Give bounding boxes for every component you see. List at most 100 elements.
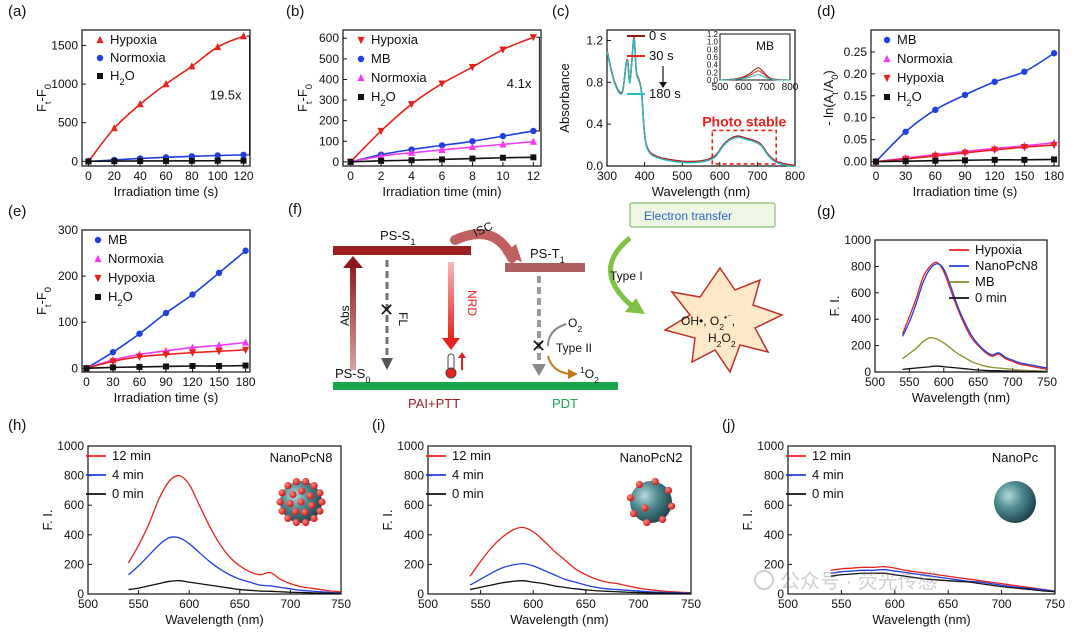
y-tick-label: 500: [319, 52, 339, 66]
x-tick-label: 700: [747, 169, 767, 183]
y-tick-label: 1000: [57, 439, 84, 453]
absorbance-inset: 500 600 700 800 0.00.20.40.60.81.01.2 MB: [707, 30, 799, 93]
y-tick-label: 0.4: [586, 117, 603, 131]
chart-panel-i: 500 550 600 650 700 750 0 200 400 600 800 1000 Wavel…: [372, 417, 701, 627]
legend-label: 0 min: [452, 486, 484, 501]
data-point: [438, 142, 446, 149]
y-tick-label: 0.00: [844, 155, 868, 169]
data-point: [242, 362, 249, 369]
y-tick-label: 800: [764, 469, 784, 483]
y-tick-label: 300: [58, 223, 78, 237]
x-tick-label: 8: [469, 169, 476, 183]
particle-dot: [276, 498, 284, 506]
spectrum-line: [901, 263, 1048, 369]
ros-line2: H2O2: [708, 331, 736, 349]
data-point: [902, 128, 909, 135]
y-axis-label: F. I.: [40, 510, 55, 531]
diagram-panel-f: (f) PS-S1 PS-T1 ISC PS-S0 Abs ✕ FL NRD ✕: [288, 201, 784, 411]
x-tick-label: 90: [159, 375, 173, 389]
data-point: [468, 142, 477, 151]
x-tick-label: 550: [129, 597, 149, 611]
x-tick-label: 600: [885, 597, 905, 611]
x-tick-label: 650: [968, 375, 988, 389]
legend-label: Hypoxia: [110, 32, 158, 47]
inset-spectrum: [719, 74, 791, 81]
particle-dot: [310, 481, 318, 490]
plot-frame: [606, 29, 796, 167]
particle-dot: [629, 510, 638, 518]
chart-panel-a: 0 20 40 60 80 100 120 0 500 1000 1500 Irradiation t…: [8, 3, 254, 199]
x-tick-label: 0: [347, 169, 354, 183]
data-point: [83, 365, 90, 372]
y-tick-label: 800: [64, 469, 84, 483]
legend-marker: [883, 54, 891, 63]
nrd-label: NRD: [465, 290, 479, 316]
data-point: [991, 146, 999, 154]
data-point: [215, 348, 223, 356]
x-tick-label: 80: [185, 169, 199, 183]
legend-label: Hypoxia: [975, 242, 1023, 257]
legend-label: 4 min: [112, 467, 144, 482]
abs-arrowhead: [343, 256, 363, 268]
y-tick-label: 0: [417, 587, 424, 601]
panel-label: (a): [8, 3, 26, 20]
spectrum-line: [901, 261, 1048, 370]
y-axis-label: - ln(At/A0): [821, 70, 840, 126]
data-point: [530, 154, 537, 161]
x-tick-label: 550: [471, 597, 491, 611]
y-axis-label: Ft-F0: [34, 84, 53, 112]
particle-dot: [297, 498, 305, 506]
y-axis-label: F. I.: [827, 296, 842, 317]
legend-label: 12 min: [112, 448, 151, 463]
particle-dot: [316, 507, 324, 515]
data-point: [1020, 144, 1028, 152]
x-tick-label: 700: [628, 597, 648, 611]
x-axis-label: Irradiation time (min): [382, 184, 501, 199]
x-tick-label: 6: [439, 169, 446, 183]
legend-label: 0 min: [812, 486, 844, 501]
particle-dot: [307, 501, 316, 509]
inset-y-tick-label: 1.0: [707, 38, 719, 47]
data-point: [162, 309, 170, 317]
nanoparticle-dotted-icon: [276, 477, 326, 527]
legend-label: MB: [897, 32, 917, 47]
x-tick-label: 700: [280, 597, 300, 611]
data-point: [408, 157, 415, 164]
nrd-arrowhead: [442, 338, 460, 350]
data-point: [109, 348, 117, 356]
y-tick-label: 200: [764, 557, 784, 571]
data-point: [529, 34, 537, 42]
data-point: [961, 91, 969, 99]
data-point: [499, 154, 506, 161]
y-tick-label: 0.8: [586, 75, 603, 89]
legend-marker: [357, 36, 365, 45]
data-point: [499, 46, 507, 54]
fl-arrowhead: [381, 358, 393, 370]
legend-label: Normoxia: [371, 70, 427, 85]
data-point: [241, 338, 250, 346]
x-tick-label: 60: [133, 375, 147, 389]
x-tick-label: 180: [1044, 169, 1064, 183]
y-tick-label: 0.10: [844, 111, 868, 125]
fold-bracket: [536, 36, 540, 132]
spectrum-line: [830, 565, 1056, 592]
data-point: [189, 291, 196, 298]
inset-y-tick-label: 0.8: [707, 45, 719, 54]
ground-state-bar: [333, 382, 618, 390]
spectrum-line: [128, 536, 342, 594]
y-tick-label: 200: [64, 557, 84, 571]
particle-dot: [635, 480, 643, 489]
legend-marker: [94, 236, 102, 244]
legend-marker: [883, 74, 891, 83]
particle-dot: [289, 490, 297, 499]
x-tick-label: 700: [1003, 375, 1023, 389]
legend-label: H2O: [371, 89, 396, 108]
x-tick-label: 150: [1014, 169, 1034, 183]
x-tick-label: 500: [672, 169, 692, 183]
x-tick-label: 0: [873, 169, 880, 183]
spectrum-line: [469, 563, 692, 594]
y-tick-label: 0.15: [844, 89, 868, 103]
particle-dot: [667, 502, 676, 510]
y-axis-label: Absorbance: [557, 63, 572, 132]
watermark-text: 公众号 · 荧光传感: [780, 570, 938, 593]
